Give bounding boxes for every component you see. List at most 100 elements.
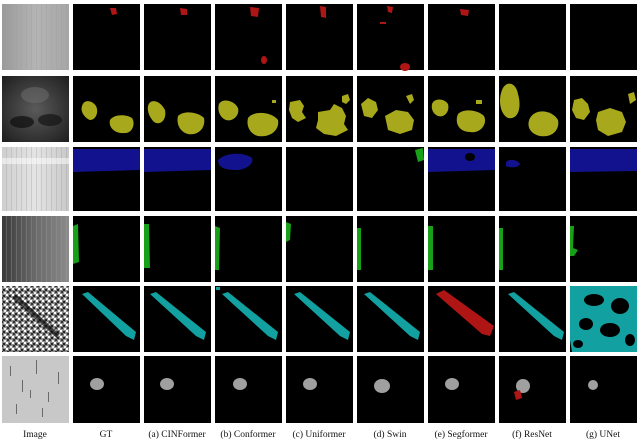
mask-panel <box>73 147 140 211</box>
mask-panel <box>144 76 211 142</box>
defect-region <box>316 104 348 136</box>
mask-panel <box>357 286 424 352</box>
mask-panel <box>286 216 353 282</box>
mask-panel <box>570 4 637 70</box>
mask-panel <box>357 76 424 142</box>
defect-region <box>342 94 350 104</box>
defect-region <box>570 226 578 256</box>
mask-panel <box>215 76 282 142</box>
defect-region <box>303 378 317 390</box>
defect-region <box>431 99 449 117</box>
defect-region <box>506 159 520 168</box>
defect-region <box>294 292 350 340</box>
defect-region <box>380 22 386 24</box>
input-image <box>2 356 69 423</box>
mask-panel <box>215 4 282 70</box>
mask-panel <box>570 286 637 352</box>
defect-region <box>476 100 482 104</box>
defect-region <box>364 292 420 340</box>
mask-panel <box>570 147 637 211</box>
mask-panel <box>73 286 140 352</box>
mask-panel <box>499 76 566 142</box>
defect-region <box>499 228 503 270</box>
column-labels: Image GT (a) CINFormer (b) Conformer (c)… <box>23 429 620 440</box>
mask-panel <box>215 216 282 282</box>
defect-region <box>508 292 564 340</box>
mask-panel <box>215 147 282 211</box>
defect-region <box>357 228 361 270</box>
defect-region <box>82 292 136 340</box>
mask-panel <box>570 216 637 282</box>
defect-region <box>247 112 279 137</box>
mask-panel <box>286 286 353 352</box>
mask-panel <box>144 147 211 211</box>
defect-region <box>218 100 239 121</box>
mask-panel <box>499 4 566 70</box>
defect-region <box>250 7 259 17</box>
defect-region <box>415 148 424 162</box>
mask-panel <box>357 147 424 211</box>
mask-panel <box>499 147 566 211</box>
mask-panel <box>357 4 424 71</box>
column-label: (a) CINFormer <box>148 429 206 440</box>
defect-region <box>436 290 494 336</box>
defect-region <box>320 6 326 18</box>
defect-region <box>570 149 637 172</box>
defect-region <box>286 222 291 242</box>
mask-panel <box>570 76 637 142</box>
input-image <box>2 216 69 282</box>
defect-region <box>261 56 267 64</box>
mask-panel <box>357 216 424 282</box>
mask-panel <box>499 216 566 282</box>
mask-panel <box>286 356 353 423</box>
row-2 <box>2 76 637 142</box>
defect-region <box>400 63 410 71</box>
row-6 <box>2 356 637 423</box>
mask-panel <box>144 356 211 423</box>
mask-panel <box>73 4 140 70</box>
column-label: (d) Swin <box>374 429 407 440</box>
defect-region <box>361 98 378 118</box>
mask-panel <box>286 76 353 142</box>
defect-region <box>73 149 140 172</box>
defect-region <box>406 94 414 104</box>
mask-panel <box>499 286 566 352</box>
column-label: (c) Uniformer <box>292 429 346 440</box>
mask-panel <box>357 356 424 423</box>
defect-region <box>218 153 253 170</box>
mask-panel <box>428 4 495 70</box>
defect-region <box>216 287 220 290</box>
column-label: (b) Conformer <box>220 429 276 440</box>
mask-panel <box>73 216 140 282</box>
defect-region <box>150 292 206 340</box>
defect-region <box>385 110 414 134</box>
mask-panel <box>73 76 140 142</box>
mask-panel <box>428 76 495 142</box>
column-label: Image <box>23 430 47 440</box>
defect-region <box>180 8 187 15</box>
mask-panel <box>428 286 495 352</box>
defect-region <box>144 224 150 268</box>
defect-region <box>272 100 276 103</box>
defect-region <box>572 98 590 120</box>
mask-panel <box>144 286 211 352</box>
input-image <box>2 76 69 142</box>
defect-region <box>73 224 79 264</box>
mask-panel <box>144 4 211 70</box>
defect-region <box>428 149 495 172</box>
defect-region <box>81 101 98 120</box>
mask-panel <box>428 356 495 423</box>
mask-panel <box>73 356 140 423</box>
defect-region <box>90 378 104 390</box>
defect-region <box>222 292 278 340</box>
mask-panel <box>215 286 282 352</box>
defect-region <box>596 108 626 136</box>
defect-region <box>588 380 598 390</box>
mask-panel <box>570 356 637 423</box>
defect-region <box>215 226 220 270</box>
defect-region <box>160 378 174 390</box>
input-image <box>2 286 69 352</box>
mask-panel <box>428 147 495 211</box>
mask-panel <box>286 147 353 211</box>
